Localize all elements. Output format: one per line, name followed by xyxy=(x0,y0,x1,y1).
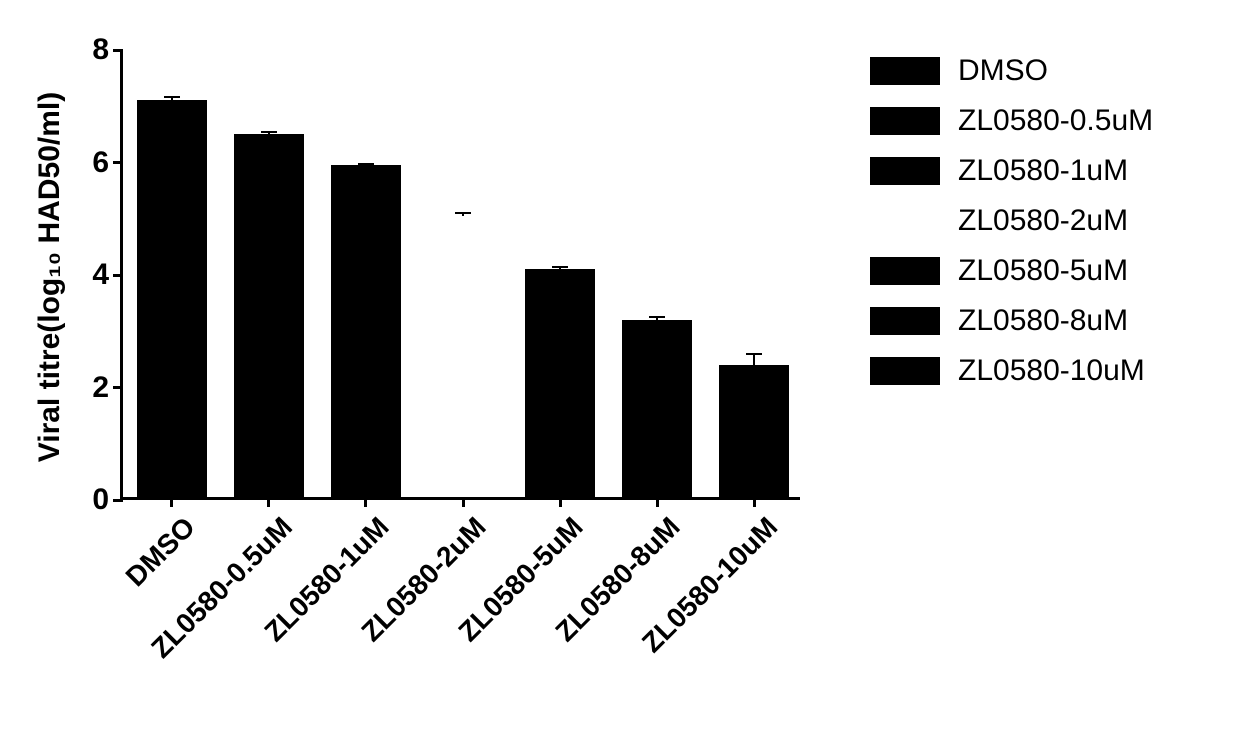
bar xyxy=(137,100,207,497)
error-bar-cap xyxy=(358,163,374,165)
legend-swatch xyxy=(870,57,940,85)
legend-label: ZL0580-1uM xyxy=(958,154,1128,188)
legend-swatch xyxy=(870,107,940,135)
error-bar-cap xyxy=(649,316,665,318)
legend-item: ZL0580-2uM xyxy=(870,196,1153,246)
legend-label: DMSO xyxy=(958,54,1048,88)
x-tick xyxy=(170,497,173,507)
legend-label: ZL0580-0.5uM xyxy=(958,104,1153,138)
x-tick xyxy=(559,497,562,507)
error-bar xyxy=(171,97,173,104)
bar xyxy=(622,320,692,497)
x-tick xyxy=(656,497,659,507)
legend-swatch xyxy=(870,357,940,385)
bar xyxy=(525,269,595,497)
legend-swatch xyxy=(870,157,940,185)
x-tick xyxy=(753,497,756,507)
x-tick xyxy=(267,497,270,507)
y-tick xyxy=(113,386,123,389)
error-bar-cap xyxy=(455,212,471,214)
legend-swatch xyxy=(870,257,940,285)
bar xyxy=(234,134,304,497)
legend-item: ZL0580-10uM xyxy=(870,346,1153,396)
legend-item: ZL0580-8uM xyxy=(870,296,1153,346)
error-bar-cap xyxy=(261,131,277,133)
y-axis-label: Viral titre(log₁₀ HAD50/ml) xyxy=(33,47,67,507)
legend-label: ZL0580-8uM xyxy=(958,304,1128,338)
y-tick-label: 8 xyxy=(92,33,109,67)
bar xyxy=(719,365,789,497)
legend-swatch xyxy=(870,207,940,235)
y-tick xyxy=(113,49,123,52)
y-tick-label: 0 xyxy=(92,483,109,517)
x-tick xyxy=(462,497,465,507)
legend-swatch xyxy=(870,307,940,335)
error-bar xyxy=(753,354,755,368)
bar-chart-plot: 02468DMSOZL0580-0.5uMZL0580-1uMZL0580-2u… xyxy=(120,50,800,500)
y-tick-label: 2 xyxy=(92,371,109,405)
y-tick xyxy=(113,499,123,502)
y-tick xyxy=(113,161,123,164)
legend-label: ZL0580-10uM xyxy=(958,354,1145,388)
x-tick-label: DMSO xyxy=(119,511,201,593)
legend-item: DMSO xyxy=(870,46,1153,96)
legend-item: ZL0580-5uM xyxy=(870,246,1153,296)
legend: DMSO ZL0580-0.5uM ZL0580-1uM ZL0580-2uM ZL05… xyxy=(870,46,1153,396)
x-tick xyxy=(364,497,367,507)
y-tick xyxy=(113,274,123,277)
legend-label: ZL0580-5uM xyxy=(958,254,1128,288)
figure: 0 2 4 6 8 DMSO ZL0580-0.5uM ZL0580-1uM ZL0580-2u… xyxy=(0,0,1240,739)
y-tick-label: 4 xyxy=(92,258,109,292)
legend-item: ZL0580-1uM xyxy=(870,146,1153,196)
bar xyxy=(331,165,401,497)
legend-item: ZL0580-0.5uM xyxy=(870,96,1153,146)
y-tick-label: 6 xyxy=(92,146,109,180)
legend-label: ZL0580-2uM xyxy=(958,204,1128,238)
error-bar-cap xyxy=(164,96,180,98)
bar xyxy=(428,213,498,497)
error-bar-cap xyxy=(552,266,568,268)
error-bar-cap xyxy=(746,353,762,355)
